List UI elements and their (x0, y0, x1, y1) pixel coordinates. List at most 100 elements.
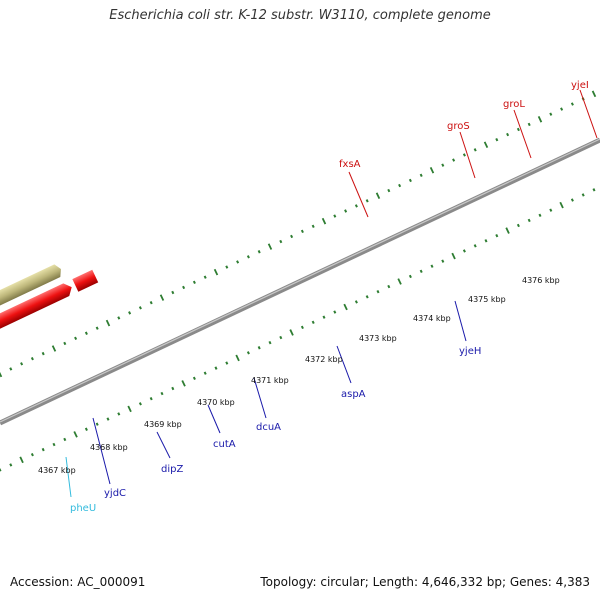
scale-tick (192, 280, 196, 284)
gene-label-dipZ: dipZ (161, 464, 183, 475)
gene-arrow-groL-red[interactable] (0, 281, 75, 341)
scale-tick (549, 112, 553, 116)
scale-tick (171, 290, 175, 295)
scale-tick (387, 284, 391, 289)
scale-tick (516, 223, 520, 228)
gene-leader-lines (65, 89, 598, 498)
gene-label-yjdC: yjdC (104, 488, 126, 499)
scale-tick (171, 386, 175, 391)
scale-tick (300, 325, 304, 330)
scale-tick (430, 264, 434, 268)
gene-arrow-yjeI[interactable] (72, 269, 99, 292)
scale-tick (408, 274, 412, 279)
scale-tick (333, 310, 337, 314)
scale-tick (537, 116, 543, 123)
scale-tick (105, 319, 111, 327)
scale-tick (127, 405, 132, 413)
scale-tick (462, 249, 466, 253)
scale-tick (41, 351, 45, 356)
genome-backbone-highlight (0, 138, 600, 423)
scale-tick (484, 239, 488, 243)
scale-tick (138, 306, 142, 310)
scale-tick (95, 422, 99, 426)
scale-tick (452, 158, 456, 162)
kbp-label: 4370 kbp (197, 398, 235, 407)
scale-tick (290, 234, 294, 239)
scale-tick (257, 250, 261, 254)
scale-tick (419, 173, 423, 178)
scale-tick (30, 453, 34, 457)
scale-tick (181, 380, 186, 387)
gene-label-cutA: cutA (213, 439, 236, 450)
scale-tick (63, 341, 67, 346)
scale-tick (365, 295, 369, 299)
scale-tick (225, 265, 229, 269)
scale-tick (41, 447, 45, 452)
scale-tick (192, 376, 196, 380)
accession-label: Accession: AC_000091 (10, 575, 146, 589)
scale-tick (559, 201, 564, 209)
scale-tick (84, 427, 88, 431)
scale-tick (473, 148, 477, 152)
scale-tick (235, 354, 240, 362)
scale-tick (30, 357, 34, 361)
scale-tick (225, 361, 229, 365)
scale-tick (322, 315, 326, 319)
scale-tick (462, 153, 466, 157)
scale-tick (52, 442, 56, 447)
scale-tick (516, 127, 520, 132)
scale-tick (19, 456, 24, 464)
kbp-labels: 4367 kbp 4368 kbp 4369 kbp 4370 kbp 4371… (38, 276, 560, 475)
scale-tick (236, 260, 240, 264)
genome-backbone (0, 137, 600, 426)
scale-tick (149, 396, 153, 401)
scale-tick (429, 166, 435, 174)
scale-tick (160, 391, 164, 396)
scale-tick (84, 331, 88, 335)
scale-tick (159, 294, 165, 301)
scale-tick (495, 137, 499, 142)
scale-tick (570, 102, 574, 106)
scale-tick (591, 90, 597, 98)
scale-tick (214, 366, 218, 370)
gene-labels: pheU yjdC dipZ cutA dcuA aspA yjeH fxsA … (70, 80, 589, 514)
kbp-label: 4374 kbp (413, 314, 451, 323)
scale-tick (9, 463, 13, 467)
scale-tick (581, 193, 585, 197)
gene-label-groL: groL (503, 99, 525, 110)
gene-label-groS: groS (447, 121, 470, 132)
scale-tick (246, 351, 250, 355)
scale-tick (354, 300, 358, 304)
scale-tick (268, 340, 272, 345)
scale-tick (505, 227, 510, 234)
scale-tick (343, 303, 348, 311)
scale-tick (289, 329, 294, 336)
gene-arrow-groL[interactable] (0, 263, 64, 322)
gene-label-aspA: aspA (341, 389, 366, 400)
scale-tick (117, 316, 121, 320)
gene-label-dcuA: dcuA (256, 422, 281, 433)
gene-label-yjeI: yjeI (571, 80, 589, 91)
scale-tick (203, 371, 207, 375)
scale-tick (483, 141, 489, 149)
kbp-label: 4368 kbp (90, 443, 128, 452)
scale-tick (73, 431, 78, 438)
scale-tick (538, 213, 542, 217)
kbp-label: 4375 kbp (468, 295, 506, 304)
scale-tick (344, 209, 348, 213)
kbp-label: 4376 kbp (522, 276, 560, 285)
scale-tick (451, 252, 456, 260)
scale-tick (63, 437, 67, 442)
scale-tick (549, 208, 553, 212)
kbp-label: 4373 kbp (359, 334, 397, 343)
scale-tick (20, 362, 24, 366)
scale-tick (495, 233, 499, 238)
scale-tick (365, 199, 369, 203)
scale-tick (106, 417, 110, 421)
scale-tick (441, 259, 445, 263)
outer-tick-track (0, 90, 597, 378)
scale-tick (354, 204, 358, 208)
scale-tick (376, 290, 380, 294)
scale-tick (398, 183, 402, 188)
